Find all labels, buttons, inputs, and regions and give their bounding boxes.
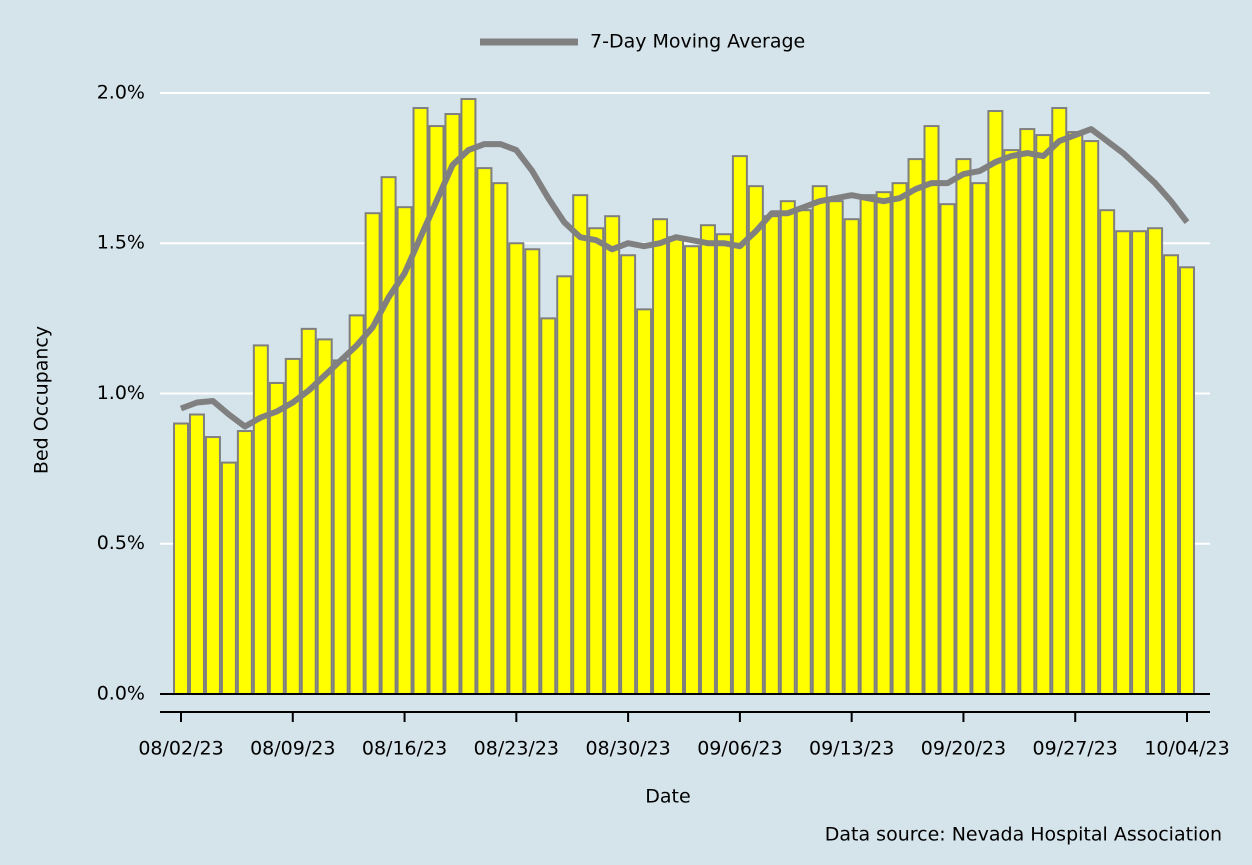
bar bbox=[1035, 134, 1052, 695]
y-tick-label: 1.5% bbox=[97, 232, 145, 254]
bar bbox=[731, 155, 748, 695]
x-tick-label: 10/04/23 bbox=[1144, 738, 1229, 760]
bar bbox=[412, 107, 429, 695]
y-tick-label: 1.0% bbox=[97, 382, 145, 404]
bar bbox=[652, 218, 669, 695]
bar bbox=[971, 182, 988, 695]
bar bbox=[636, 308, 653, 695]
x-tick-label: 08/30/23 bbox=[585, 738, 670, 760]
bar bbox=[316, 338, 333, 695]
bar bbox=[779, 200, 796, 695]
x-tick-label: 08/16/23 bbox=[362, 738, 447, 760]
bar bbox=[859, 194, 876, 695]
bar bbox=[987, 110, 1004, 695]
x-tick-label: 09/27/23 bbox=[1033, 738, 1118, 760]
bar bbox=[668, 236, 685, 695]
bar bbox=[173, 422, 189, 695]
bar bbox=[268, 381, 285, 695]
x-tick-label: 09/20/23 bbox=[921, 738, 1006, 760]
x-tick-label: 08/23/23 bbox=[474, 738, 559, 760]
bar bbox=[699, 224, 716, 695]
bar bbox=[332, 359, 349, 695]
y-tick-label: 2.0% bbox=[97, 82, 145, 104]
bar bbox=[1115, 230, 1132, 695]
bar bbox=[1179, 266, 1195, 695]
bar bbox=[891, 182, 908, 695]
y-tick-label: 0.0% bbox=[97, 682, 145, 704]
bar bbox=[188, 413, 205, 695]
bar bbox=[1003, 149, 1020, 695]
bar bbox=[508, 242, 525, 695]
bar bbox=[444, 113, 461, 695]
bar bbox=[1147, 227, 1164, 695]
bar bbox=[524, 248, 541, 695]
x-tick-label: 08/09/23 bbox=[250, 738, 335, 760]
bar bbox=[604, 215, 621, 695]
bar bbox=[284, 357, 301, 695]
bar bbox=[795, 209, 812, 695]
x-tick-label: 09/13/23 bbox=[809, 738, 894, 760]
bar bbox=[556, 275, 573, 695]
bar bbox=[843, 218, 860, 695]
x-axis-title: Date bbox=[645, 786, 690, 808]
bar bbox=[476, 167, 493, 695]
bar bbox=[364, 212, 381, 695]
bar bbox=[252, 344, 269, 695]
bar bbox=[923, 125, 940, 695]
bar bbox=[1067, 131, 1084, 695]
y-axis-title: Bed Occupancy bbox=[31, 326, 53, 474]
bar bbox=[1163, 254, 1180, 695]
x-tick-label: 09/06/23 bbox=[697, 738, 782, 760]
bar bbox=[939, 203, 956, 695]
bar bbox=[1019, 128, 1036, 695]
bar bbox=[683, 245, 700, 695]
bar bbox=[204, 436, 221, 695]
bar bbox=[1099, 209, 1116, 695]
bar bbox=[747, 185, 764, 695]
source-note: Data source: Nevada Hospital Association bbox=[825, 824, 1222, 846]
bar bbox=[540, 317, 557, 695]
bar bbox=[1051, 107, 1068, 695]
y-tick-label: 0.5% bbox=[97, 532, 145, 554]
bar bbox=[588, 227, 605, 695]
x-tick-label: 08/02/23 bbox=[138, 738, 223, 760]
bar bbox=[348, 314, 365, 695]
bar bbox=[875, 191, 892, 695]
bar bbox=[827, 200, 844, 695]
bar bbox=[763, 215, 780, 695]
bar bbox=[1131, 230, 1148, 695]
bar bbox=[572, 194, 589, 695]
moving-average-line bbox=[179, 126, 1190, 430]
bar bbox=[460, 98, 477, 695]
bar bbox=[1083, 140, 1100, 695]
legend-label: 7-Day Moving Average bbox=[590, 31, 805, 53]
bar bbox=[380, 176, 397, 695]
bar bbox=[236, 430, 253, 695]
bar bbox=[620, 254, 637, 695]
bar bbox=[715, 233, 732, 695]
bar bbox=[811, 185, 828, 695]
bar bbox=[907, 158, 924, 695]
bar bbox=[955, 158, 972, 695]
bar bbox=[492, 182, 509, 695]
bar bbox=[220, 461, 237, 695]
